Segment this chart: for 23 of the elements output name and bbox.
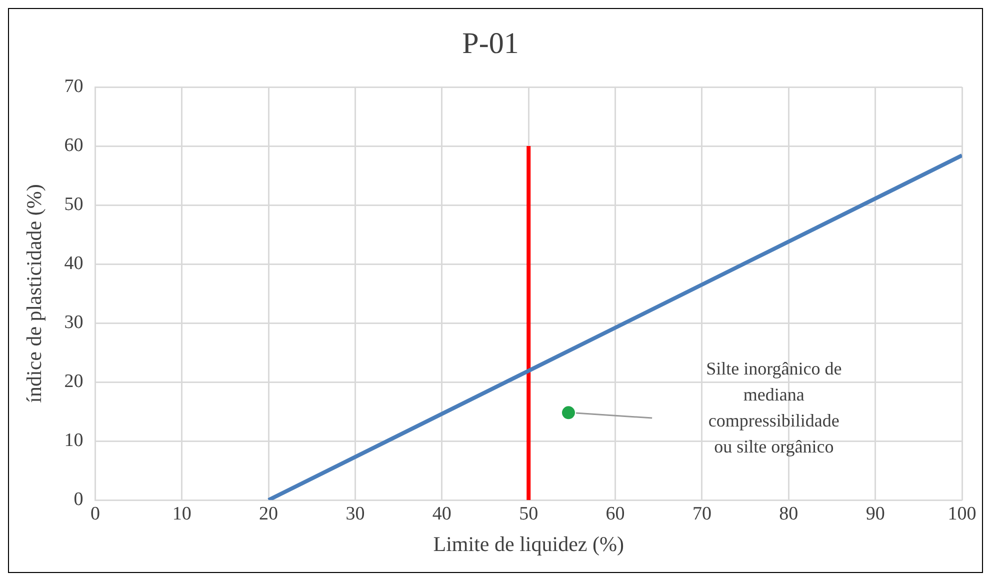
x-tick-label: 40 [432,503,452,524]
chart-title: P-01 [462,26,519,60]
x-tick-label: 20 [259,503,278,524]
y-axis-title: índice de plasticidade (%) [22,184,46,403]
annotation: Silte inorgânico de mediana compressibilidade ou silte orgânico [706,358,842,457]
y-tick-label: 30 [64,312,84,333]
x-tick-label: 10 [172,503,192,524]
x-tick-label: 70 [692,503,712,524]
x-tick-label: 30 [346,503,365,524]
y-tick-label: 10 [64,430,84,451]
y-tick-label: 0 [74,488,84,510]
x-tick-label: 80 [779,503,798,524]
x-tick-label: 50 [519,503,538,524]
x-tick-label: 90 [866,503,885,524]
y-tick-label: 60 [64,134,84,156]
x-tick-label: 100 [948,503,976,524]
x-axis-title: Limite de liquidez (%) [433,532,624,556]
y-tick-label: 40 [64,252,84,274]
x-tick-label: 0 [90,503,100,524]
x-tick-label: 60 [606,503,625,524]
y-tick-label: 70 [64,76,84,97]
y-tick-label: 20 [64,370,84,392]
y-tick-label: 50 [64,194,84,215]
